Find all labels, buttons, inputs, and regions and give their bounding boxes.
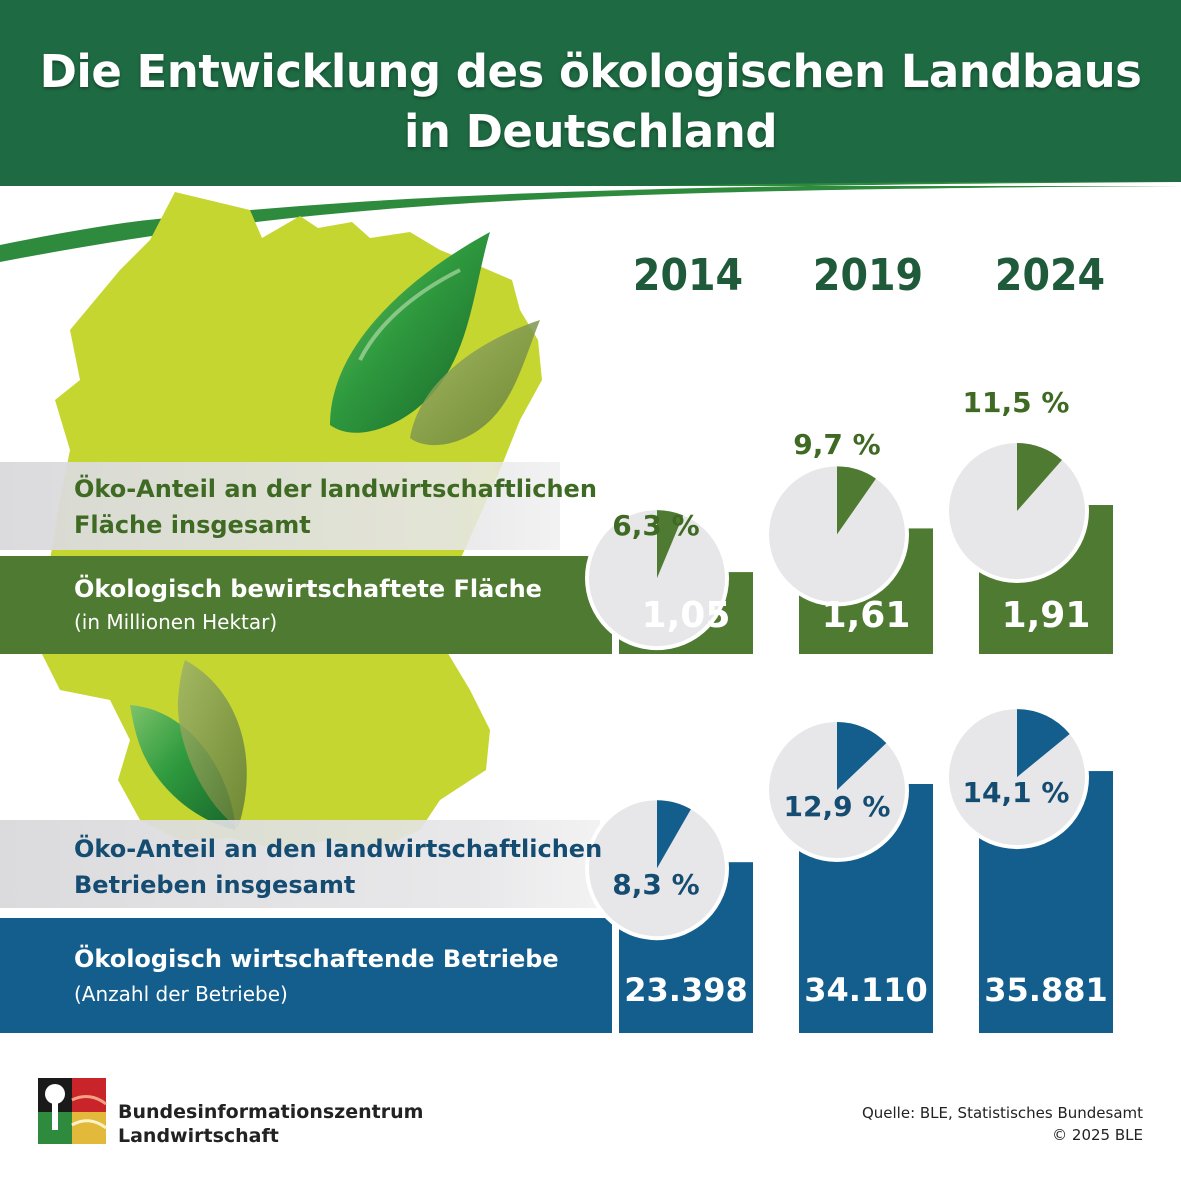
footer-org-line1: Bundesinformationszentrum bbox=[118, 1101, 424, 1123]
footer-source: Quelle: BLE, Statistisches Bundesamt bbox=[861, 1104, 1143, 1122]
farms-bar-value-2019: 34.110 bbox=[804, 971, 928, 1009]
leaf-icon-large bbox=[330, 232, 490, 433]
farms-share-value-2014: 8,3 % bbox=[612, 868, 700, 901]
leaf-icon-lower-green bbox=[130, 705, 236, 830]
area-share-value-2014: 6,3 % bbox=[612, 509, 700, 542]
area-bar-value-2019: 1,61 bbox=[821, 595, 911, 636]
leaf-icon-lower-olive bbox=[177, 660, 247, 828]
area-share-label-line1: Öko-Anteil an der landwirtschaftlichen bbox=[74, 475, 597, 503]
farms-share-label-line1: Öko-Anteil an den landwirtschaftlichen bbox=[74, 835, 603, 863]
farms-series-label: Ökologisch wirtschaftende Betriebe bbox=[74, 945, 559, 973]
farms-share-value-2019: 12,9 % bbox=[783, 790, 891, 823]
farms-pie-slice-2019 bbox=[837, 721, 887, 790]
area-label-band bbox=[0, 556, 612, 654]
swoosh-gap bbox=[0, 182, 1181, 238]
page-title-line1: Die Entwicklung des ökologischen Landbau… bbox=[39, 45, 1142, 98]
area-pie-bg-2024 bbox=[949, 443, 1085, 580]
leaf-highlight bbox=[358, 268, 461, 361]
area-pie-slice-2019 bbox=[837, 466, 876, 535]
area-pie-slice-2024 bbox=[1017, 443, 1062, 512]
farms-pie-slice-2014 bbox=[657, 800, 691, 869]
pies-group bbox=[585, 439, 1089, 941]
header-background bbox=[0, 0, 1181, 186]
year-label-2014: 2014 bbox=[632, 250, 744, 301]
share-band-area bbox=[0, 462, 560, 550]
farms-label-band bbox=[0, 918, 612, 1033]
area-pie-slice-2014 bbox=[657, 510, 684, 579]
area-series-label: Ökologisch bewirtschaftete Fläche bbox=[74, 575, 542, 603]
farms-bar-value-2024: 35.881 bbox=[984, 971, 1108, 1009]
farms-bar-value-2014: 23.398 bbox=[624, 971, 748, 1009]
area-share-value-2024: 11,5 % bbox=[962, 386, 1070, 419]
area-bar-value-2024: 1,91 bbox=[1001, 595, 1091, 636]
footer-copyright: © 2025 BLE bbox=[1052, 1126, 1143, 1144]
year-label-2024: 2024 bbox=[994, 250, 1106, 301]
farms-share-value-2024: 14,1 % bbox=[962, 776, 1070, 809]
share-band-farms bbox=[0, 820, 600, 908]
bzl-logo-icon bbox=[38, 1078, 107, 1144]
area-share-label-line2: Fläche insgesamt bbox=[74, 511, 311, 539]
area-bar-value-2014: 1,05 bbox=[641, 595, 731, 636]
farms-share-label-line2: Betrieben insgesamt bbox=[74, 871, 356, 899]
year-label-2019: 2019 bbox=[812, 250, 924, 301]
leaf-icon-small bbox=[410, 320, 540, 446]
area-unit-label: (in Millionen Hektar) bbox=[74, 610, 278, 634]
footer-org-line2: Landwirtschaft bbox=[118, 1125, 279, 1147]
area-share-value-2019: 9,7 % bbox=[793, 428, 881, 461]
page-title-line2: in Deutschland bbox=[403, 105, 778, 158]
farms-pie-slice-2024 bbox=[1017, 709, 1070, 778]
farms-unit-label: (Anzahl der Betriebe) bbox=[74, 982, 288, 1006]
